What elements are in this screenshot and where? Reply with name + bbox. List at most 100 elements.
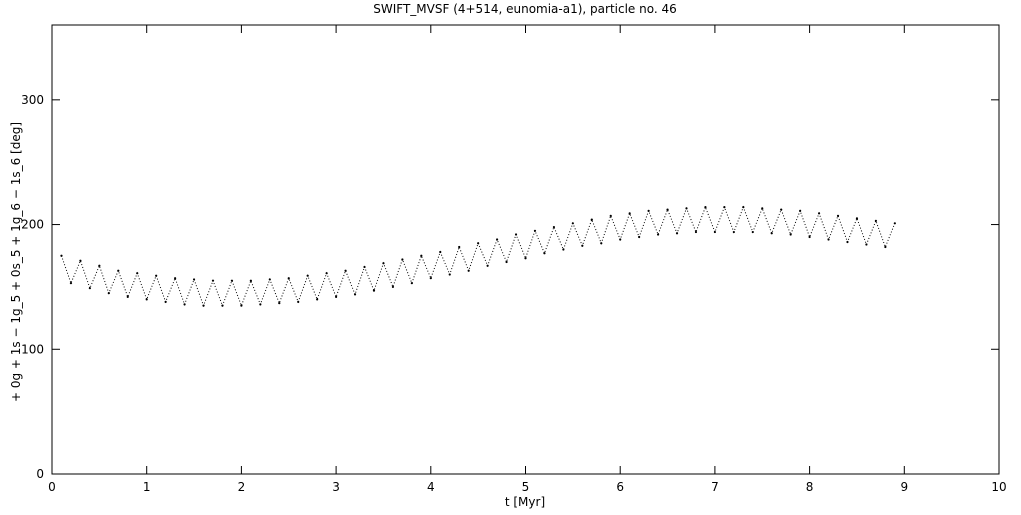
- point: [306, 274, 309, 277]
- x-tick-label: 1: [143, 480, 151, 494]
- point: [675, 232, 679, 235]
- point: [704, 205, 707, 209]
- x-tick-label: 3: [332, 480, 340, 494]
- point: [647, 209, 650, 212]
- point: [581, 244, 584, 247]
- point: [107, 292, 110, 295]
- plot-frame: [51, 24, 1000, 475]
- x-tick-label: 0: [48, 480, 56, 494]
- point: [600, 242, 603, 245]
- point: [60, 254, 63, 257]
- point: [552, 225, 556, 229]
- point: [372, 289, 376, 292]
- point: [278, 302, 281, 305]
- point: [723, 205, 726, 209]
- point: [467, 269, 470, 272]
- point: [543, 252, 546, 255]
- point: [865, 243, 868, 246]
- point: [893, 222, 896, 225]
- point: [174, 277, 177, 280]
- point: [79, 259, 82, 262]
- point: [666, 208, 669, 211]
- point: [770, 232, 773, 235]
- y-tick-label: 300: [21, 93, 44, 107]
- point: [458, 245, 461, 249]
- x-tick-label: 10: [991, 480, 1006, 494]
- point: [69, 282, 73, 285]
- point: [439, 250, 442, 254]
- point: [211, 279, 215, 282]
- point: [202, 304, 205, 307]
- point: [155, 274, 158, 277]
- point: [363, 265, 366, 269]
- point: [713, 230, 717, 234]
- x-tick-label: 9: [900, 480, 908, 494]
- x-axis-label: t [Myr]: [505, 495, 545, 509]
- point: [335, 295, 338, 298]
- point: [505, 260, 508, 264]
- point: [874, 219, 877, 222]
- point: [590, 218, 593, 221]
- point: [98, 264, 101, 267]
- point: [685, 207, 688, 210]
- point: [391, 285, 395, 289]
- point: [268, 278, 271, 281]
- point: [249, 279, 252, 282]
- point: [117, 269, 120, 272]
- point: [477, 242, 480, 245]
- point: [382, 262, 385, 265]
- point: [429, 277, 432, 280]
- point: [344, 269, 347, 272]
- y-tick-label: 100: [21, 342, 44, 356]
- point: [353, 293, 357, 296]
- point: [524, 257, 527, 260]
- point: [126, 295, 129, 298]
- point: [789, 233, 792, 236]
- x-tick-label: 8: [806, 480, 814, 494]
- point: [761, 207, 764, 210]
- y-tick-label: 200: [21, 218, 44, 232]
- point: [325, 272, 328, 275]
- point: [514, 233, 518, 236]
- point: [230, 279, 234, 282]
- point: [562, 248, 565, 251]
- point: [628, 212, 631, 215]
- point: [221, 304, 224, 307]
- point: [420, 254, 423, 257]
- point: [827, 238, 830, 241]
- point: [448, 273, 451, 276]
- point: [145, 298, 148, 301]
- point: [410, 282, 413, 285]
- point: [619, 238, 622, 241]
- point: [316, 298, 319, 301]
- point: [780, 208, 783, 211]
- point: [609, 214, 612, 217]
- point: [240, 304, 243, 307]
- point: [855, 217, 859, 220]
- point: [732, 230, 735, 234]
- point: [401, 258, 404, 261]
- point: [884, 245, 887, 249]
- point: [638, 235, 641, 239]
- point: [808, 235, 811, 239]
- x-tick-label: 5: [522, 480, 530, 494]
- point: [192, 278, 196, 281]
- point: [533, 229, 537, 232]
- x-tick-label: 7: [711, 480, 719, 494]
- point: [486, 264, 489, 267]
- point: [164, 300, 167, 303]
- point: [259, 303, 262, 306]
- point: [183, 303, 186, 306]
- point: [571, 222, 574, 225]
- point: [742, 205, 745, 209]
- point: [817, 212, 821, 215]
- point: [495, 238, 499, 241]
- x-tick-label: 6: [616, 480, 624, 494]
- point: [287, 277, 290, 280]
- point: [846, 240, 849, 244]
- point: [751, 230, 754, 234]
- x-tick-label: 2: [238, 480, 246, 494]
- point: [88, 287, 91, 290]
- x-tick-label: 4: [427, 480, 435, 494]
